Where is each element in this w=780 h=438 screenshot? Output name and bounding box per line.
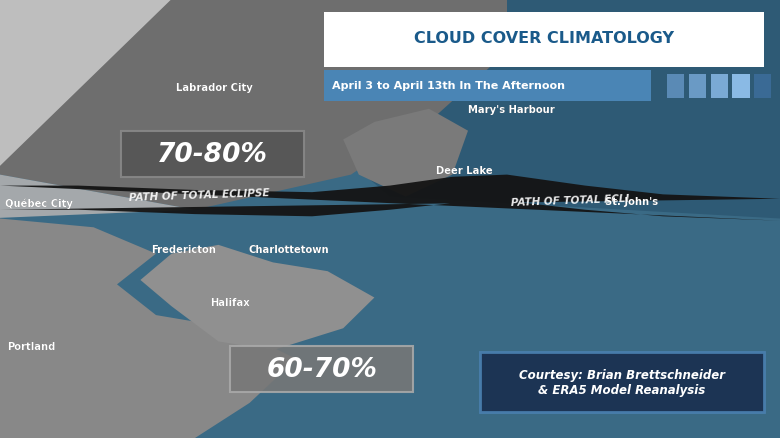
FancyBboxPatch shape [230, 346, 413, 392]
Polygon shape [312, 0, 780, 219]
Text: 60-70%: 60-70% [266, 356, 378, 382]
Text: Courtesy: Brian Brettschneider
& ERA5 Model Reanalysis: Courtesy: Brian Brettschneider & ERA5 Mo… [519, 368, 725, 396]
Text: Mary's Harbour: Mary's Harbour [467, 105, 555, 114]
Polygon shape [140, 245, 374, 350]
Text: Halifax: Halifax [211, 297, 250, 307]
FancyBboxPatch shape [754, 74, 771, 99]
Text: Charlottetown: Charlottetown [248, 245, 329, 254]
FancyBboxPatch shape [711, 74, 728, 99]
Text: 70-80%: 70-80% [157, 141, 268, 167]
FancyBboxPatch shape [480, 353, 764, 412]
Text: CLOUD COVER CLIMATOLOGY: CLOUD COVER CLIMATOLOGY [414, 31, 674, 46]
Text: Portland: Portland [7, 341, 55, 351]
FancyBboxPatch shape [121, 131, 304, 177]
Polygon shape [343, 110, 468, 197]
FancyBboxPatch shape [324, 13, 764, 68]
FancyBboxPatch shape [667, 74, 684, 99]
Text: Halifax: Halifax [211, 297, 250, 307]
Text: Labrador City: Labrador City [176, 83, 253, 92]
Polygon shape [0, 0, 172, 166]
Polygon shape [0, 0, 195, 219]
Text: St. John's: St. John's [605, 197, 658, 206]
Text: PATH OF TOTAL ECLIPSE: PATH OF TOTAL ECLIPSE [129, 188, 270, 203]
FancyBboxPatch shape [689, 74, 706, 99]
Text: Fredericton: Fredericton [151, 245, 216, 254]
Text: April 3 to April 13th In The Afternoon: April 3 to April 13th In The Afternoon [332, 81, 565, 91]
Text: Nain: Nain [342, 26, 368, 35]
Text: Portland: Portland [7, 341, 55, 351]
Text: Labrador City: Labrador City [176, 83, 253, 92]
Text: Québec City: Québec City [5, 198, 73, 209]
Text: Charlottetown: Charlottetown [248, 245, 329, 254]
FancyBboxPatch shape [324, 71, 651, 102]
Polygon shape [0, 175, 780, 221]
Text: Fredericton: Fredericton [151, 245, 216, 254]
Text: Québec City: Québec City [5, 198, 73, 209]
Text: PATH OF TOTAL ECLI: PATH OF TOTAL ECLI [511, 194, 629, 208]
FancyBboxPatch shape [732, 74, 750, 99]
Polygon shape [0, 219, 296, 438]
Text: Mary's Harbour: Mary's Harbour [467, 105, 555, 114]
Text: Deer Lake: Deer Lake [436, 166, 492, 176]
Text: Nain: Nain [342, 26, 368, 35]
Text: St. John's: St. John's [605, 197, 658, 206]
Polygon shape [0, 0, 507, 210]
Text: Deer Lake: Deer Lake [436, 166, 492, 176]
